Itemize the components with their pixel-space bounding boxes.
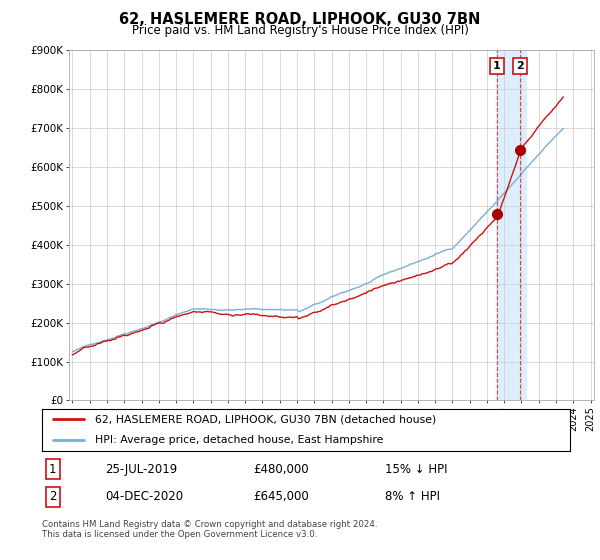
Text: 25-JUL-2019: 25-JUL-2019 [106, 463, 178, 475]
Text: 1: 1 [493, 61, 500, 71]
Text: HPI: Average price, detached house, East Hampshire: HPI: Average price, detached house, East… [95, 435, 383, 445]
Text: 2: 2 [516, 61, 524, 71]
Text: Contains HM Land Registry data © Crown copyright and database right 2024.
This d: Contains HM Land Registry data © Crown c… [42, 520, 377, 539]
Text: 8% ↑ HPI: 8% ↑ HPI [385, 491, 440, 503]
Text: £480,000: £480,000 [253, 463, 309, 475]
Text: 2: 2 [49, 491, 56, 503]
Text: 1: 1 [49, 463, 56, 475]
Text: Price paid vs. HM Land Registry's House Price Index (HPI): Price paid vs. HM Land Registry's House … [131, 24, 469, 36]
Text: £645,000: £645,000 [253, 491, 309, 503]
Bar [496, 50, 526, 400]
Text: 15% ↓ HPI: 15% ↓ HPI [385, 463, 448, 475]
Text: 62, HASLEMERE ROAD, LIPHOOK, GU30 7BN (detached house): 62, HASLEMERE ROAD, LIPHOOK, GU30 7BN (d… [95, 414, 436, 424]
Text: 62, HASLEMERE ROAD, LIPHOOK, GU30 7BN: 62, HASLEMERE ROAD, LIPHOOK, GU30 7BN [119, 12, 481, 27]
Text: 04-DEC-2020: 04-DEC-2020 [106, 491, 184, 503]
